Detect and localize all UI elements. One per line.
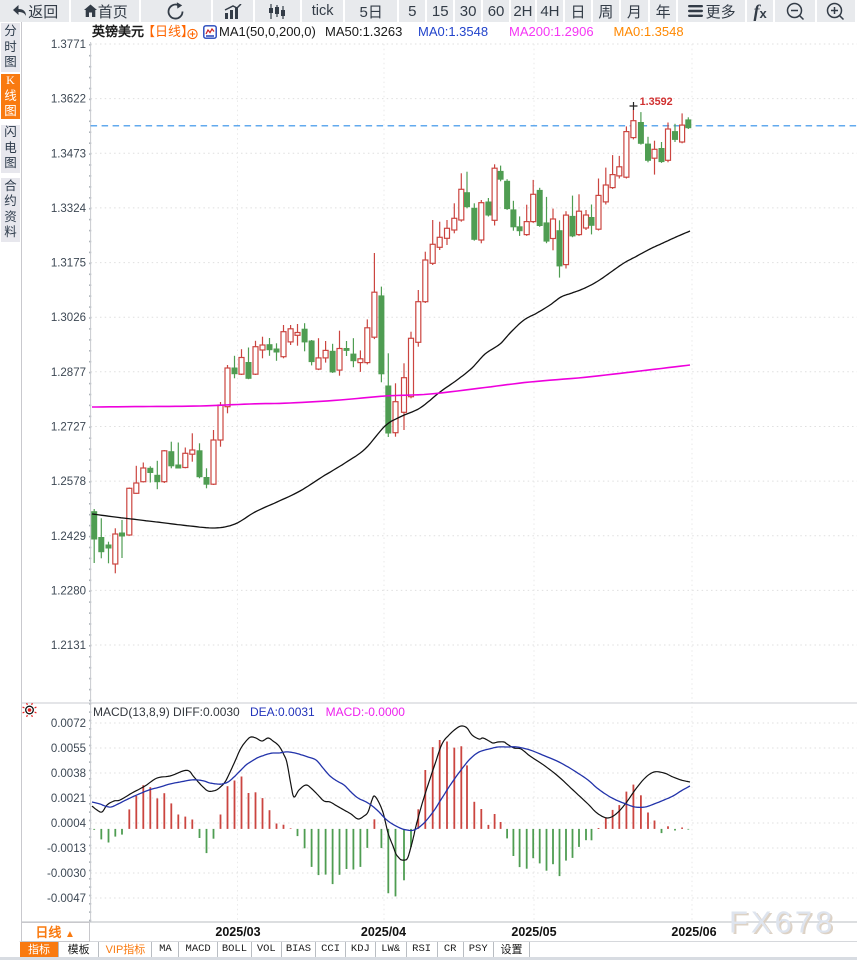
svg-text:1.2877: 1.2877 xyxy=(51,367,86,379)
svg-text:FX678: FX678 xyxy=(731,906,837,941)
svg-text:1.2131: 1.2131 xyxy=(51,640,86,652)
svg-text:1.3771: 1.3771 xyxy=(51,39,86,51)
svg-text:1.3592: 1.3592 xyxy=(640,96,673,108)
svg-text:0.0004: 0.0004 xyxy=(51,818,87,830)
svg-text:1.3473: 1.3473 xyxy=(51,148,86,160)
svg-text:2025/03: 2025/03 xyxy=(215,925,260,939)
svg-text:-0.0047: -0.0047 xyxy=(47,893,86,905)
svg-text:-0.0030: -0.0030 xyxy=(47,868,86,880)
svg-text:MACD(13,8,9) DIFF:0.0030: MACD(13,8,9) DIFF:0.0030 xyxy=(93,705,240,719)
svg-text:1.2280: 1.2280 xyxy=(51,585,86,597)
svg-text:2025/06: 2025/06 xyxy=(671,925,716,939)
svg-text:0.0072: 0.0072 xyxy=(51,718,86,730)
svg-text:1.3175: 1.3175 xyxy=(51,258,86,270)
svg-text:FX678: FX678 xyxy=(729,905,835,940)
svg-text:1.3026: 1.3026 xyxy=(51,312,86,324)
svg-text:1.3324: 1.3324 xyxy=(51,203,87,215)
svg-text:1.2727: 1.2727 xyxy=(51,422,86,434)
svg-text:0.0038: 0.0038 xyxy=(51,768,86,780)
svg-text:1.2578: 1.2578 xyxy=(51,476,86,488)
svg-text:0.0055: 0.0055 xyxy=(51,743,86,755)
svg-text:1.3622: 1.3622 xyxy=(51,94,86,106)
svg-text:MACD:-0.0000: MACD:-0.0000 xyxy=(326,705,406,719)
svg-text:2025/05: 2025/05 xyxy=(511,925,556,939)
svg-text:2025/04: 2025/04 xyxy=(361,925,406,939)
svg-text:-0.0013: -0.0013 xyxy=(47,843,86,855)
svg-text:1.2429: 1.2429 xyxy=(51,531,86,543)
svg-text:0.0021: 0.0021 xyxy=(51,793,86,805)
svg-text:DEA:0.0031: DEA:0.0031 xyxy=(250,705,315,719)
